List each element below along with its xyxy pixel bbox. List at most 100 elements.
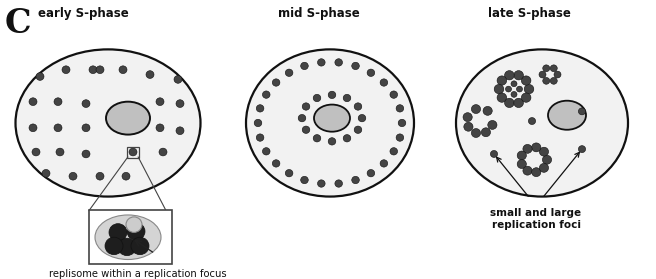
Circle shape — [313, 134, 321, 142]
Ellipse shape — [314, 105, 350, 132]
Circle shape — [352, 176, 359, 184]
Text: replisome within a replication focus: replisome within a replication focus — [49, 269, 227, 279]
Circle shape — [464, 122, 473, 131]
Circle shape — [550, 65, 557, 72]
Circle shape — [380, 160, 388, 167]
Circle shape — [504, 98, 514, 107]
Circle shape — [89, 66, 97, 74]
Circle shape — [523, 145, 532, 153]
Circle shape — [543, 78, 550, 84]
Circle shape — [358, 114, 366, 122]
Circle shape — [82, 124, 90, 132]
Circle shape — [318, 180, 325, 187]
Ellipse shape — [106, 102, 150, 134]
Circle shape — [522, 76, 531, 85]
Circle shape — [272, 160, 280, 167]
Text: C: C — [5, 7, 31, 40]
Circle shape — [550, 78, 557, 84]
Circle shape — [543, 65, 550, 72]
Circle shape — [176, 100, 184, 107]
Circle shape — [396, 105, 403, 112]
Circle shape — [483, 106, 492, 115]
Text: late S-phase: late S-phase — [488, 7, 571, 20]
Circle shape — [54, 124, 62, 132]
Circle shape — [256, 105, 264, 112]
Circle shape — [523, 166, 532, 175]
Circle shape — [300, 62, 308, 70]
Circle shape — [328, 138, 336, 145]
Circle shape — [488, 121, 497, 129]
Ellipse shape — [95, 215, 161, 259]
Circle shape — [531, 143, 541, 152]
Ellipse shape — [456, 49, 628, 197]
Ellipse shape — [16, 49, 201, 197]
Circle shape — [298, 114, 306, 122]
Circle shape — [119, 66, 127, 74]
Circle shape — [380, 79, 388, 86]
Circle shape — [494, 85, 504, 94]
Circle shape — [579, 146, 586, 153]
Circle shape — [318, 59, 325, 66]
Circle shape — [262, 148, 270, 155]
Circle shape — [516, 86, 522, 92]
Circle shape — [146, 71, 154, 78]
Circle shape — [96, 172, 104, 180]
Circle shape — [497, 93, 506, 102]
Circle shape — [398, 119, 406, 127]
Circle shape — [328, 91, 336, 98]
Circle shape — [514, 71, 523, 80]
Circle shape — [262, 91, 270, 98]
Circle shape — [129, 148, 137, 156]
Circle shape — [528, 117, 535, 124]
Circle shape — [56, 148, 64, 156]
Circle shape — [539, 147, 548, 156]
Circle shape — [514, 98, 523, 107]
Circle shape — [463, 113, 472, 122]
Circle shape — [491, 150, 498, 157]
FancyBboxPatch shape — [89, 210, 171, 264]
Circle shape — [256, 134, 264, 141]
Circle shape — [522, 93, 531, 102]
Circle shape — [109, 224, 127, 241]
Circle shape — [579, 108, 586, 115]
Circle shape — [543, 155, 552, 164]
Ellipse shape — [246, 49, 414, 197]
Circle shape — [82, 150, 90, 158]
Circle shape — [554, 71, 561, 78]
Circle shape — [539, 163, 548, 172]
Circle shape — [354, 126, 361, 133]
Circle shape — [272, 79, 280, 86]
Circle shape — [302, 103, 310, 110]
Circle shape — [472, 105, 481, 114]
Circle shape — [390, 148, 398, 155]
Circle shape — [105, 237, 123, 255]
Circle shape — [42, 169, 50, 177]
Circle shape — [131, 237, 149, 255]
Circle shape — [285, 170, 293, 177]
Circle shape — [517, 151, 526, 160]
Circle shape — [69, 172, 77, 180]
Circle shape — [335, 180, 342, 187]
Circle shape — [176, 127, 184, 134]
Circle shape — [482, 128, 491, 137]
Circle shape — [127, 223, 145, 240]
Circle shape — [335, 59, 342, 66]
Circle shape — [122, 172, 130, 180]
Circle shape — [352, 62, 359, 70]
Circle shape — [367, 170, 375, 177]
Circle shape — [343, 134, 351, 142]
Circle shape — [156, 124, 164, 132]
Circle shape — [511, 81, 517, 87]
Circle shape — [506, 86, 512, 92]
Circle shape — [126, 217, 142, 232]
Circle shape — [54, 98, 62, 105]
Circle shape — [82, 100, 90, 107]
Circle shape — [302, 126, 310, 133]
Circle shape — [472, 129, 481, 138]
Circle shape — [524, 85, 534, 94]
Circle shape — [156, 98, 164, 105]
Text: mid S-phase: mid S-phase — [278, 7, 359, 20]
Circle shape — [174, 76, 182, 83]
Circle shape — [511, 92, 517, 97]
Circle shape — [354, 103, 361, 110]
